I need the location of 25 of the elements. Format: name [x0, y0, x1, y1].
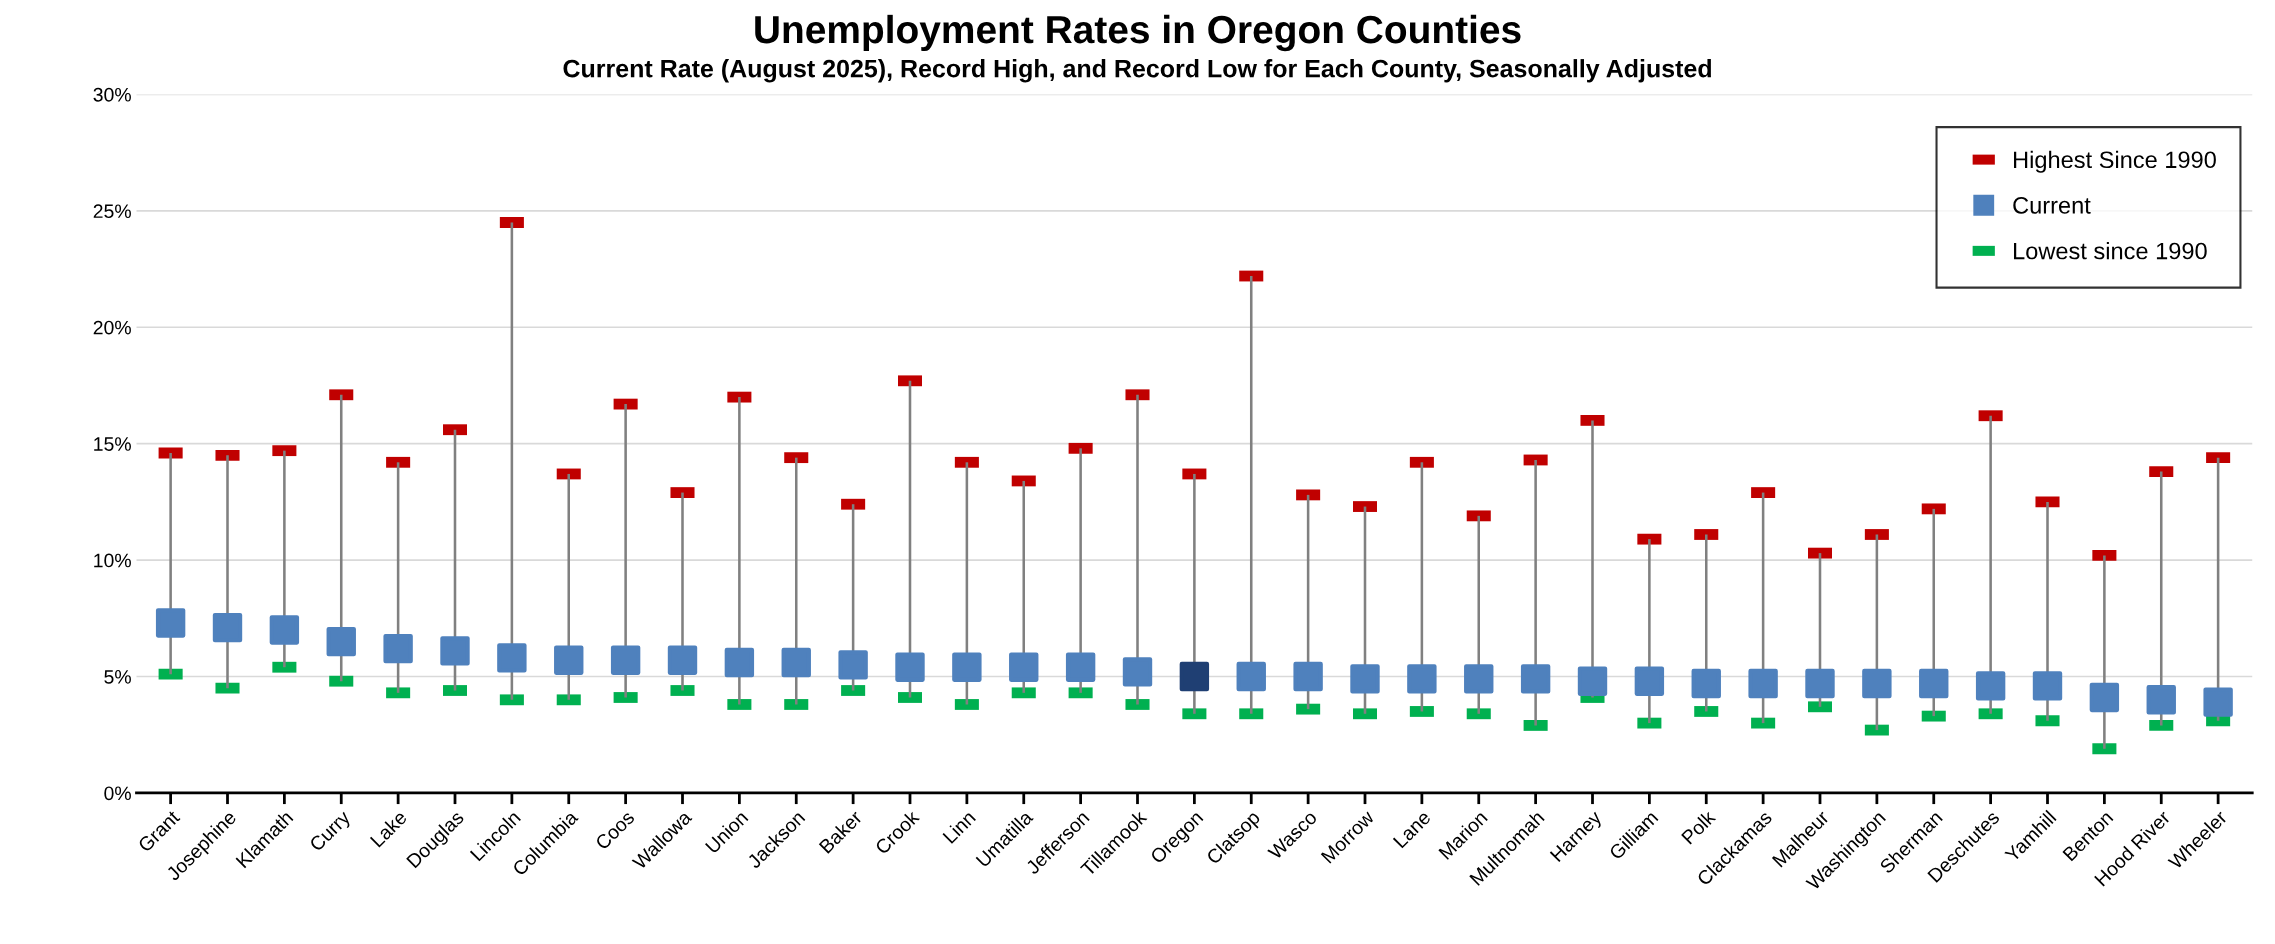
bar [1534, 459, 1537, 726]
bar [624, 404, 627, 698]
bar [1249, 276, 1253, 714]
bar [1136, 394, 1139, 705]
y-tick-label: 30% [93, 87, 131, 102]
bar [1591, 420, 1594, 698]
bar [738, 397, 741, 705]
bar [794, 457, 798, 705]
chart-subtitle: Current Rate (August 2025), Record High, and Record Low for Each County, Seasonally Adjusted [563, 59, 1711, 83]
y-tick-label: 10% [94, 553, 131, 568]
y-tick-label: 0% [104, 786, 131, 801]
legend-label: Highest Since 1990 [2014, 150, 2216, 173]
y-tick-label: 25% [93, 204, 131, 219]
legend-label: Lowest since 1990 [2014, 242, 2207, 260]
bar [339, 394, 343, 682]
bar [567, 473, 571, 700]
x-tick-label: Linn [942, 809, 976, 844]
y-tick-label: 15% [94, 437, 131, 451]
y-tick-label: 5% [104, 670, 131, 684]
bar [2159, 471, 2163, 726]
chart-title: Unemployment Rates in Oregon Counties [755, 14, 1521, 52]
bar [1079, 448, 1082, 693]
y-tick-label: 20% [93, 320, 131, 335]
bar [1989, 415, 1992, 714]
legend-label: Current [2013, 197, 2091, 214]
